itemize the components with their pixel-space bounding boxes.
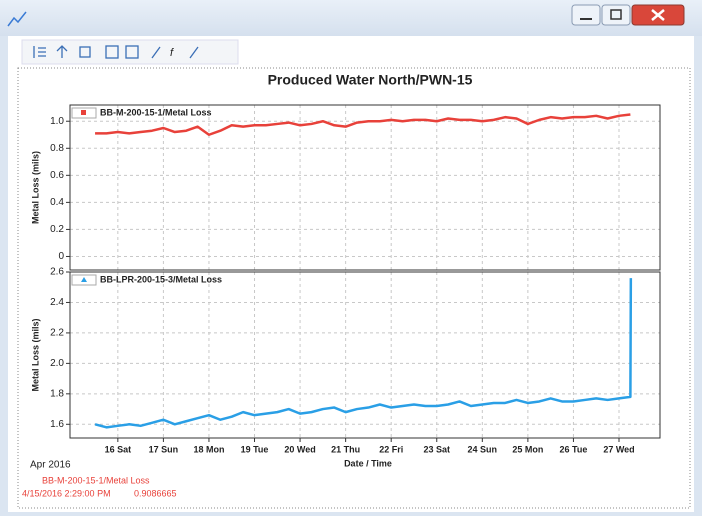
x-tick-label: 22 Fri [379, 444, 403, 454]
series-line [95, 113, 631, 137]
maximize-button[interactable] [601, 4, 631, 26]
maximize-icon [610, 9, 622, 20]
x-tick-label: 27 Wed [603, 444, 634, 454]
tool-edit[interactable] [189, 46, 199, 59]
y-axis-label: Metal Loss (mils) [30, 318, 40, 391]
x-axis-label: Date / Time [344, 458, 392, 468]
x-tick-label: 24 Sun [468, 444, 498, 454]
tool-export[interactable] [79, 46, 91, 58]
app-icon [7, 11, 27, 27]
y-tick-label: 1.8 [50, 388, 64, 399]
y-tick-label: 2.0 [50, 358, 64, 369]
plot-border [69, 104, 661, 271]
readout-series: BB-M-200-15-1/Metal Loss [42, 475, 150, 485]
tool-fx[interactable]: f [170, 47, 174, 59]
y-tick-label: 0.6 [50, 170, 64, 181]
y-axis-label: Metal Loss (mils) [30, 151, 40, 224]
x-tick-label: 19 Tue [241, 444, 269, 454]
y-tick-label: 2.4 [50, 297, 64, 308]
y-tick-label: 2.2 [50, 328, 64, 339]
plot-border [69, 271, 661, 439]
y-tick-label: 1.6 [50, 419, 64, 430]
x-tick-label: 23 Sat [423, 444, 450, 454]
legend-marker [81, 110, 86, 115]
y-tick-label: 1.0 [50, 116, 64, 127]
chart-title: Produced Water North/PWN-15 [268, 72, 473, 88]
y-tick-label: 0.8 [50, 143, 64, 154]
plot-area [70, 105, 660, 270]
y-tick-label: 0.2 [50, 224, 64, 235]
y-tick-label: 0.4 [50, 197, 64, 208]
legend-label: BB-M-200-15-1/Metal Loss [100, 107, 212, 117]
legend-label: BB-LPR-200-15-3/Metal Loss [100, 274, 222, 284]
tool-list[interactable] [33, 46, 46, 58]
y-tick-label: 0 [58, 251, 64, 262]
series-line [94, 278, 633, 429]
toolbar [21, 39, 239, 65]
x-tick-label: 26 Tue [560, 444, 588, 454]
x-tick-label: 16 Sat [105, 444, 132, 454]
x-tick-label: 18 Mon [193, 444, 224, 454]
tool-chart1[interactable] [105, 45, 119, 59]
readout-value: 0.9086665 [134, 488, 177, 498]
tool-pen[interactable] [151, 46, 161, 59]
close-icon [651, 9, 665, 21]
toolbar-icons: f [33, 45, 199, 59]
x-tick-label: 25 Mon [512, 444, 543, 454]
plot-area [70, 272, 660, 438]
x-tick-label: 20 Wed [284, 444, 315, 454]
legend-marker [81, 277, 87, 282]
readout-time: 4/15/2016 2:29:00 PM [22, 488, 111, 498]
period-label: Apr 2016 [30, 460, 71, 471]
tool-chart2[interactable] [125, 45, 139, 59]
tool-up[interactable] [56, 45, 68, 58]
y-tick-label: 2.6 [50, 267, 64, 278]
x-tick-label: 17 Sun [149, 444, 179, 454]
minimize-button[interactable] [571, 4, 601, 26]
x-tick-label: 21 Thu [331, 444, 360, 454]
